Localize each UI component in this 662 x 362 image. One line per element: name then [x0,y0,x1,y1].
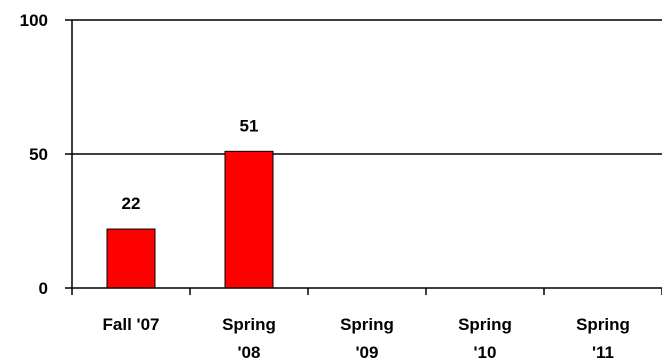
gridlines [72,19,662,155]
x-category-label-3: Spring '10 [458,315,512,362]
x-category-label-line: '09 [356,343,379,362]
x-category-label-0: Fall '07 [103,315,160,334]
bars [106,150,274,289]
x-category-label-line: Spring [576,315,630,334]
x-category-label-line: '10 [474,343,497,362]
x-category-label-1: Spring '08 [222,315,276,362]
y-tick-label-100: 100 [20,11,48,30]
data-label-0: 22 [122,194,141,213]
data-label-1: 51 [240,116,259,135]
x-category-label-4: Spring '11 [576,315,630,362]
axes [65,19,662,295]
x-category-label-line: '11 [592,343,614,362]
x-category-label-line: Spring [458,315,512,334]
x-category-label-2: Spring '09 [340,315,394,362]
x-category-label-line: Spring [340,315,394,334]
bar-1 [224,150,274,289]
x-category-label-line: Spring [222,315,276,334]
x-category-label-line: '08 [238,343,261,362]
y-tick-label-50: 50 [29,145,48,164]
x-category-label-line: Fall '07 [103,315,160,334]
bar-0 [106,228,156,289]
y-tick-label-0: 0 [39,279,48,298]
